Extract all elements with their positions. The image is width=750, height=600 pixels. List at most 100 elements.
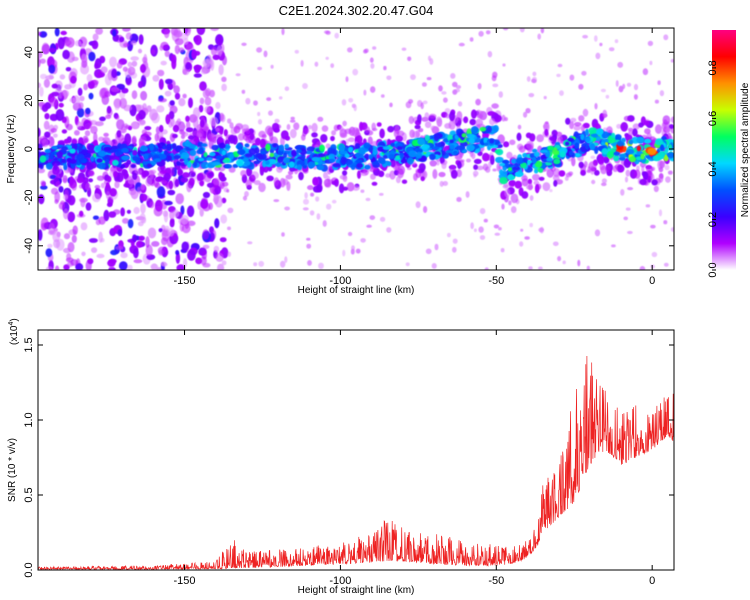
spectrogram-cell	[477, 83, 482, 90]
spectrogram-cell	[487, 111, 496, 116]
spectrogram-cell	[493, 224, 500, 229]
spectrogram-cell	[63, 194, 69, 201]
spectrogram-cell	[588, 127, 598, 134]
spectrogram-cell	[468, 137, 475, 144]
spectrogram-cell	[131, 60, 138, 67]
spectrogram-cell	[316, 213, 321, 220]
spectrogram-cell	[514, 162, 520, 168]
spectrogram-cell	[652, 155, 661, 162]
spectrogram-cell	[412, 131, 420, 139]
spectrogram-cell	[640, 153, 645, 160]
spectrogram-cell	[49, 152, 54, 160]
spectrogram-cell	[658, 151, 665, 158]
spectrogram-cell	[307, 185, 314, 191]
spectrogram-cell	[342, 186, 349, 191]
spectrogram-cell	[172, 209, 180, 218]
spectrogram-cell	[531, 78, 537, 83]
spectrogram-cell	[546, 168, 554, 178]
spectrogram-cell	[589, 143, 596, 150]
spectrogram-cell	[284, 143, 290, 149]
spectrogram-cell	[166, 144, 172, 149]
snr-y-axis-title: SNR (10 * v/v)	[7, 438, 18, 502]
spectrogram-cell	[534, 160, 543, 168]
spectrogram-cell	[285, 174, 293, 180]
spectrogram-cell	[121, 147, 129, 153]
spectrogram-cell	[581, 70, 587, 76]
spectrogram-cell	[342, 170, 348, 176]
spectrogram-cell	[219, 181, 225, 190]
spectrogram-cell	[643, 120, 650, 126]
spectrogram-cell	[257, 66, 263, 71]
spectrogram-cell	[424, 134, 430, 142]
spectrogram-cell	[88, 238, 98, 243]
spectrogram-cell	[215, 155, 224, 160]
spectrogram-cell	[126, 209, 131, 214]
spectrogram-cell	[157, 172, 163, 177]
spectrogram-cell	[408, 150, 417, 158]
spectrogram-cell	[358, 147, 366, 155]
spectrogram-cell	[623, 216, 628, 221]
spectrogram-cell	[61, 146, 68, 151]
spectrogram-cell	[663, 262, 669, 267]
spectrogram-cell	[121, 168, 127, 176]
spectrogram-cell	[62, 49, 70, 60]
spectrogram-cell	[467, 133, 475, 139]
spectrogram-cell	[591, 179, 596, 185]
spectrogram-cell	[173, 155, 181, 160]
spectrogram-y-ticks: -40 -20 0 20 40	[23, 46, 674, 254]
spectrogram-cell	[633, 94, 638, 100]
spectrogram-cell	[156, 105, 165, 113]
spectrogram-cell	[168, 180, 174, 190]
spectrogram-cell	[180, 214, 189, 225]
spectrogram-cell	[87, 144, 95, 152]
spectrogram-cell	[338, 183, 345, 194]
spectrogram-cell	[192, 107, 201, 119]
spectrogram-cell	[55, 109, 65, 121]
spectrogram-cell	[417, 114, 422, 124]
spectrogram-cell	[91, 247, 98, 254]
spectrogram-cell	[559, 151, 566, 158]
spectrogram-cell	[54, 265, 60, 270]
spectrogram-cell	[423, 206, 428, 213]
spectrogram-cell	[495, 156, 504, 164]
spectrogram-cell	[351, 127, 360, 138]
spectrogram-cell	[601, 138, 609, 143]
spectrogram-cell	[123, 42, 130, 48]
spectrogram-cell	[158, 124, 164, 133]
spectrogram-cell	[132, 172, 138, 180]
spectrogram-cell	[511, 158, 518, 164]
spectrogram-cell	[269, 152, 275, 158]
spectrogram-cell	[277, 156, 284, 164]
spectrogram-cell	[582, 108, 589, 117]
spectrogram-cell	[526, 184, 534, 190]
spectrogram-cell	[164, 50, 170, 57]
spectrogram-cell	[41, 44, 51, 55]
spectrogram-cell	[179, 158, 184, 163]
spectrogram-cell	[92, 33, 99, 41]
spectrogram-cell	[585, 137, 591, 143]
spectrogram-cell	[473, 158, 482, 165]
spectrogram-cell	[185, 141, 192, 147]
spectrogram-cell	[123, 104, 133, 112]
spectrogram-cell	[54, 199, 59, 205]
spectrogram-cell	[219, 129, 224, 135]
spectrogram-cell	[281, 28, 285, 36]
spectrogram-cell	[295, 148, 302, 154]
spectrogram-cell	[253, 180, 261, 186]
spectrogram-cell	[426, 77, 432, 81]
spectrogram-cell	[107, 259, 116, 267]
spectrogram-cell	[594, 147, 599, 154]
spectrogram-cell	[432, 146, 440, 150]
spectrogram-cell	[112, 29, 117, 37]
spectrogram-cell	[342, 249, 346, 257]
spectrogram-cell	[344, 153, 350, 159]
spectrogram-cell	[582, 34, 588, 39]
spectrogram-cell	[64, 84, 72, 90]
spectrogram-cell	[414, 124, 421, 130]
spectrogram-cell	[536, 183, 542, 190]
spectrogram-cell	[596, 128, 604, 135]
spectrogram-cell	[51, 91, 60, 97]
spectrogram-cell	[51, 187, 59, 195]
spectrogram-cell	[569, 121, 575, 130]
spectrogram-cell	[571, 156, 576, 167]
